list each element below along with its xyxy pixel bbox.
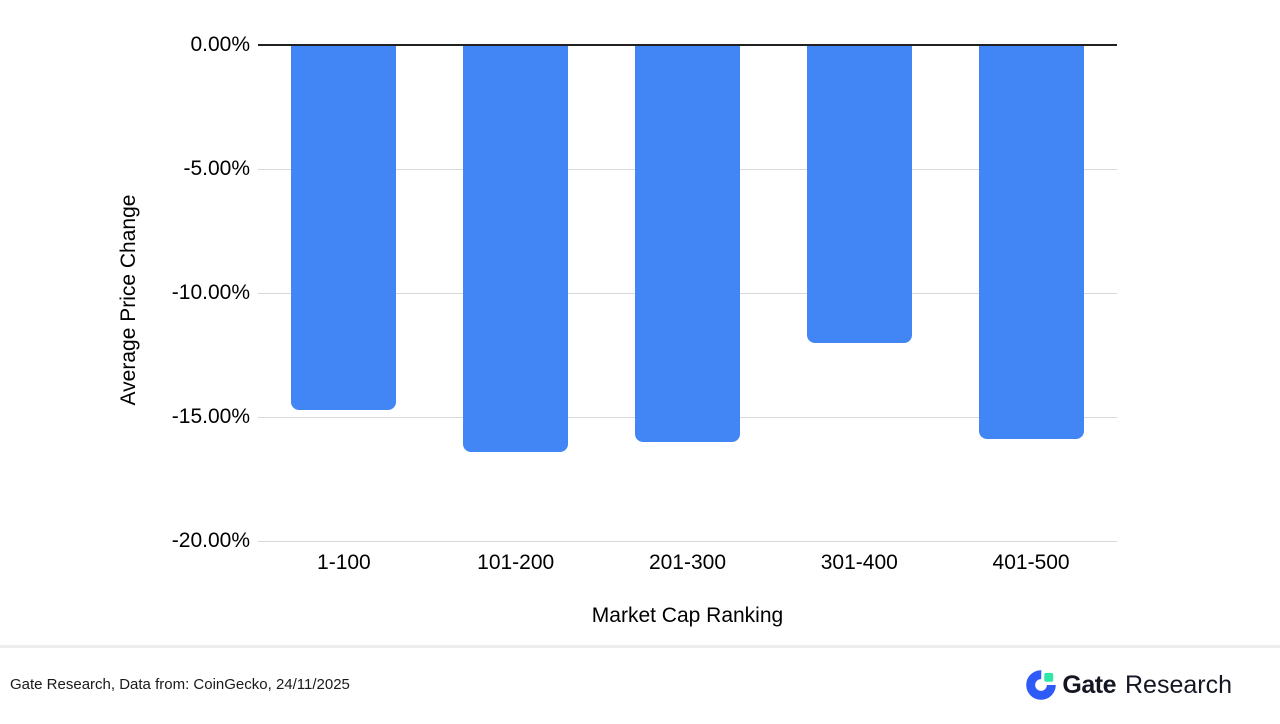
brand-name: Gate	[1062, 670, 1116, 699]
x-tick-label: 101-200	[477, 551, 555, 574]
gridline	[258, 541, 1117, 542]
gate-logo-icon	[1026, 670, 1057, 700]
x-tick-label: 401-500	[992, 551, 1070, 574]
x-axis-title: Market Cap Ranking	[591, 604, 784, 627]
source-caption: Gate Research, Data from: CoinGecko, 24/…	[10, 676, 350, 693]
y-axis-title: Average Price Change	[117, 194, 140, 406]
y-tick-label: -20.00%	[171, 529, 250, 552]
y-tick-label: -10.00%	[171, 281, 250, 304]
bar-1-100	[291, 46, 397, 410]
y-tick-label: -15.00%	[171, 405, 250, 428]
bar-301-400	[806, 46, 912, 343]
bar-201-300	[635, 46, 740, 442]
x-tick-label: 1-100	[317, 551, 371, 574]
y-tick-label: -5.00%	[183, 157, 250, 180]
gate-research-logo: Gate Research	[1026, 667, 1232, 703]
x-tick-label: 201-300	[648, 551, 727, 574]
bar-401-500	[978, 46, 1084, 440]
footer-divider	[0, 645, 1280, 648]
bar-101-200	[463, 46, 569, 452]
zero-axis-line	[258, 44, 1117, 46]
brand-suffix: Research	[1125, 670, 1232, 699]
x-tick-label: 301-400	[820, 551, 898, 574]
y-tick-label: 0.00%	[190, 33, 250, 56]
